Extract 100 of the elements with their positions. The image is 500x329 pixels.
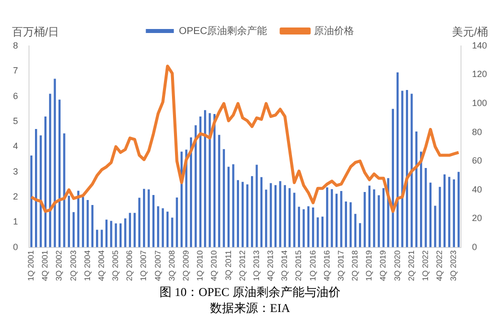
bar bbox=[458, 172, 460, 248]
bar bbox=[218, 134, 220, 248]
bar bbox=[63, 133, 66, 248]
x-tick-label: 1Q 2001 bbox=[26, 250, 36, 282]
x-tick-label: 2Q 2021 bbox=[406, 250, 416, 282]
y-tick-label: 7 bbox=[12, 66, 18, 76]
x-tick-label: 3Q 2020 bbox=[392, 250, 402, 282]
x-tick-label: 1Q 2019 bbox=[364, 250, 374, 282]
bar bbox=[358, 223, 362, 248]
bar bbox=[429, 182, 432, 248]
bar bbox=[298, 206, 300, 248]
bar bbox=[316, 217, 319, 248]
bar bbox=[364, 192, 366, 248]
x-tick-label: 4Q 2013 bbox=[266, 250, 276, 282]
y-tick-label: 6 bbox=[12, 90, 18, 101]
x-tick-label: 4Q 2016 bbox=[322, 250, 332, 282]
y-tick-label: 2 bbox=[12, 191, 18, 202]
x-tick-label: 3Q 2005 bbox=[111, 250, 120, 282]
y-tick-label: 8 bbox=[12, 40, 18, 50]
bar bbox=[34, 129, 38, 248]
bar bbox=[312, 208, 314, 248]
x-tick-label: 4Q 2001 bbox=[40, 250, 50, 282]
bar bbox=[228, 166, 230, 248]
bar bbox=[171, 218, 174, 248]
bar bbox=[96, 230, 98, 248]
bar bbox=[293, 192, 296, 248]
bar bbox=[166, 212, 169, 248]
x-tick-label: 1Q 2022 bbox=[420, 250, 430, 282]
x-tick-label: 1Q 2004 bbox=[82, 250, 92, 282]
bar bbox=[232, 164, 234, 248]
bar bbox=[279, 181, 282, 248]
bar bbox=[396, 72, 399, 248]
legend-label: 原油价格 bbox=[314, 24, 354, 37]
x-tick-label: 3Q 2023 bbox=[449, 250, 458, 282]
bar bbox=[448, 176, 450, 248]
bar bbox=[382, 188, 385, 248]
bar bbox=[199, 116, 202, 248]
bar bbox=[138, 198, 140, 248]
bar bbox=[86, 200, 89, 248]
x-tick-label: 2Q 2009 bbox=[182, 250, 191, 282]
bar bbox=[307, 206, 310, 248]
y2-axis-title: 美元/桶 bbox=[452, 26, 488, 39]
bar bbox=[260, 177, 262, 248]
bar bbox=[340, 190, 342, 248]
legend-label: OPEC原油剩余产能 bbox=[178, 24, 268, 37]
x-tick-label: 1Q 2016 bbox=[308, 250, 318, 282]
bar bbox=[100, 230, 103, 248]
y-tick-label: 5 bbox=[12, 116, 18, 126]
x-tick-label: 1Q 2013 bbox=[252, 250, 261, 282]
bar bbox=[68, 196, 70, 248]
x-tick-label: 1Q 2007 bbox=[139, 250, 148, 282]
x-tick-label: 2Q 2015 bbox=[294, 250, 304, 282]
bar bbox=[452, 179, 455, 248]
text: 图 10：OPEC 原油剩余产能与油价 bbox=[158, 284, 342, 300]
bar bbox=[256, 164, 258, 248]
bar bbox=[415, 132, 418, 248]
bar bbox=[344, 202, 348, 248]
bar bbox=[44, 116, 46, 248]
y2-tick-label: 80 bbox=[472, 126, 482, 137]
x-tick-label: 3Q 2011 bbox=[224, 250, 233, 280]
bar bbox=[124, 218, 126, 248]
bar bbox=[302, 209, 305, 248]
y-tick-label: 4 bbox=[12, 141, 18, 152]
x-tick-label: 4Q 2004 bbox=[96, 250, 106, 282]
bar bbox=[401, 90, 404, 248]
x-tick-label: 4Q 2022 bbox=[435, 250, 444, 282]
bar bbox=[208, 113, 211, 248]
bar bbox=[288, 188, 291, 248]
y2-tick-label: 140 bbox=[472, 40, 488, 50]
bar bbox=[443, 174, 446, 248]
bar bbox=[30, 155, 32, 248]
bar bbox=[40, 135, 42, 248]
bar bbox=[58, 100, 61, 248]
bar bbox=[128, 212, 132, 248]
bar bbox=[373, 189, 376, 248]
x-tick-label: 4Q 2007 bbox=[153, 250, 162, 282]
bar bbox=[284, 185, 286, 248]
bar bbox=[250, 176, 254, 248]
bar bbox=[354, 214, 356, 248]
source-note: 数据来源：EIA bbox=[209, 300, 291, 316]
x-tick-label: 4Q 2019 bbox=[378, 250, 388, 282]
bar bbox=[142, 188, 146, 248]
bar bbox=[82, 196, 84, 248]
x-tick-label: 3Q 2002 bbox=[54, 250, 64, 282]
bar bbox=[148, 189, 150, 248]
bar bbox=[134, 212, 136, 248]
bar bbox=[350, 202, 352, 248]
bar bbox=[246, 184, 248, 248]
bar bbox=[330, 189, 333, 248]
bar bbox=[438, 186, 441, 248]
bar bbox=[91, 205, 94, 248]
bar bbox=[162, 208, 164, 248]
y2-tick-label: 120 bbox=[472, 69, 488, 80]
bar bbox=[410, 94, 413, 248]
bar bbox=[72, 212, 75, 248]
bar bbox=[242, 182, 244, 248]
x-tick-label: 3Q 2014 bbox=[280, 250, 290, 282]
bar bbox=[321, 216, 324, 248]
x-tick-label: 3Q 2008 bbox=[167, 250, 176, 282]
bar bbox=[265, 190, 268, 248]
